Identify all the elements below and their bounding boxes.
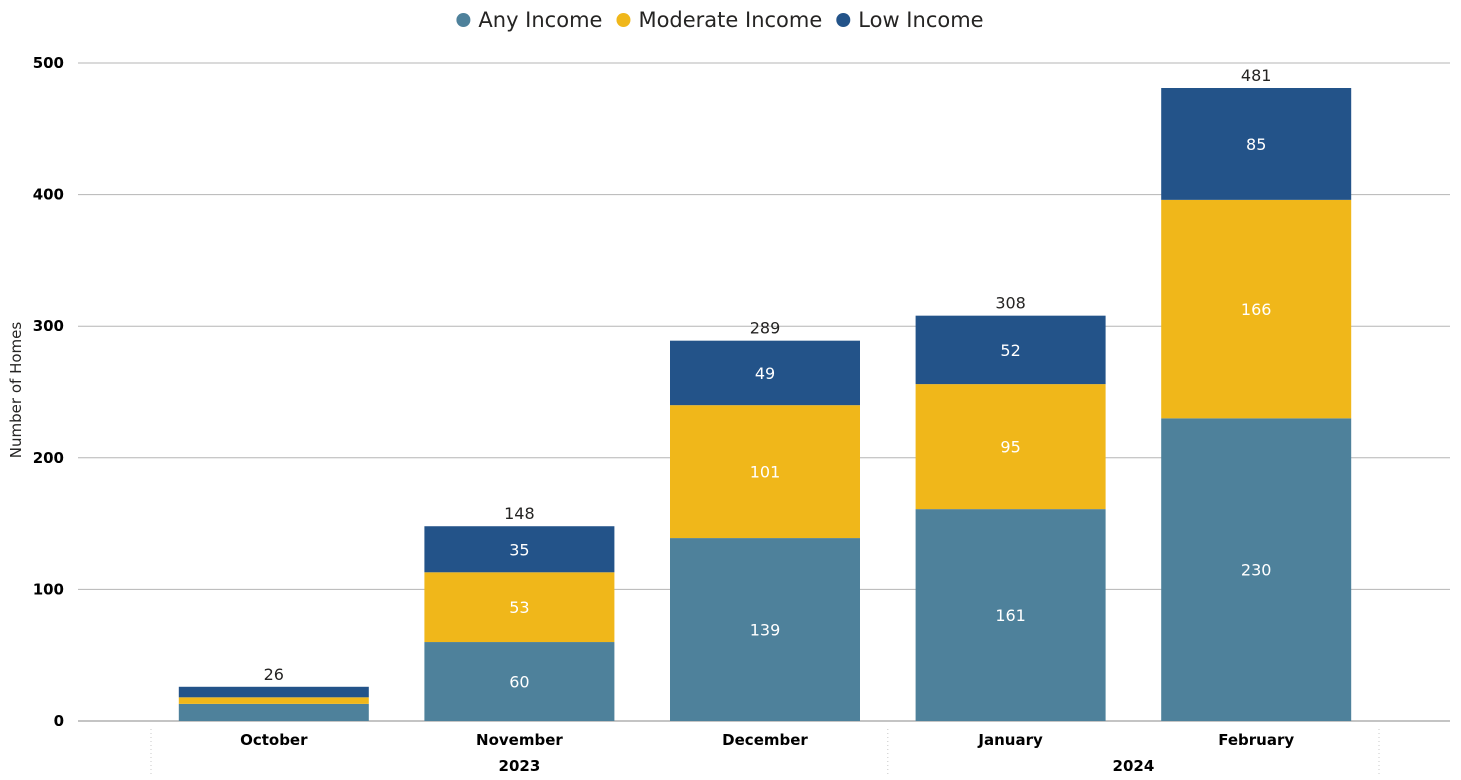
bar-stack-december[interactable]: 139 101 49 289 <box>670 319 860 721</box>
bar-stack-november[interactable]: 60 53 35 148 <box>424 504 615 721</box>
legend-item-any-income[interactable]: Any Income <box>456 8 602 32</box>
total-label-january: 308 <box>995 294 1026 313</box>
bar-low-income-december[interactable] <box>670 340 860 406</box>
total-label-december: 289 <box>750 319 781 338</box>
legend[interactable]: Any Income Moderate Income Low Income <box>456 8 984 32</box>
legend-item-moderate-income[interactable]: Moderate Income <box>616 8 822 32</box>
x-tick-label: January <box>977 731 1043 749</box>
data-label-any-income: 139 <box>750 621 781 640</box>
data-label-moderate-income: 101 <box>750 463 781 482</box>
legend-label: Low Income <box>858 8 983 32</box>
y-tick-label: 400 <box>33 186 64 204</box>
data-label-any-income: 230 <box>1241 561 1272 580</box>
bar-moderate-income-december[interactable] <box>670 405 860 539</box>
bar-moderate-income-february[interactable] <box>1161 199 1352 419</box>
y-tick-label: 200 <box>33 449 64 467</box>
data-label-low-income: 85 <box>1246 135 1266 154</box>
bar-low-income-january[interactable] <box>915 315 1106 385</box>
y-tick-label: 0 <box>54 712 64 730</box>
legend-marker <box>836 13 851 27</box>
y-tick-label: 500 <box>33 54 64 72</box>
legend-item-low-income[interactable]: Low Income <box>836 8 984 32</box>
data-label-low-income: 35 <box>509 540 529 559</box>
legend-marker <box>456 13 471 27</box>
y-tick-label: 300 <box>33 317 64 335</box>
data-label-moderate-income: 95 <box>1000 438 1020 457</box>
legend-marker <box>616 13 631 27</box>
bar-low-income-february[interactable] <box>1161 88 1352 200</box>
bar-any-income-december[interactable] <box>670 538 860 721</box>
x-group-label: 2023 <box>499 757 541 775</box>
bars: 26 60 53 35 148 139 101 49 289 161 95 52 308 230 166 85… <box>178 66 1352 721</box>
x-axis: October November December January February 20… <box>150 729 1380 776</box>
bar-any-income-november[interactable] <box>424 642 615 721</box>
data-label-low-income: 52 <box>1000 341 1020 360</box>
legend-label: Moderate Income <box>638 8 822 32</box>
bar-moderate-income-november[interactable] <box>424 572 615 643</box>
total-label-november: 148 <box>504 504 535 523</box>
legend-label: Any Income <box>478 8 602 32</box>
x-group-label: 2024 <box>1113 757 1155 775</box>
data-label-moderate-income: 53 <box>509 598 529 617</box>
y-axis-ticks: 0 100 200 300 400 500 <box>33 54 64 730</box>
y-tick-label: 100 <box>33 580 64 598</box>
data-label-any-income: 60 <box>509 673 529 692</box>
bar-any-income-february[interactable] <box>1161 418 1352 721</box>
x-tick-label: October <box>240 731 308 749</box>
y-axis-label: Number of Homes <box>7 322 25 459</box>
bar-low-income-october[interactable] <box>178 686 369 698</box>
bar-any-income-october[interactable] <box>178 703 369 721</box>
bar-low-income-november[interactable] <box>424 526 615 573</box>
x-tick-label: November <box>476 731 563 749</box>
x-tick-label: December <box>722 731 808 749</box>
data-label-low-income: 49 <box>755 364 775 383</box>
bar-stack-october[interactable]: 26 <box>178 665 369 721</box>
bar-any-income-january[interactable] <box>915 509 1106 721</box>
bar-stack-february[interactable]: 230 166 85 481 <box>1161 66 1352 721</box>
total-label-february: 481 <box>1241 66 1272 85</box>
x-tick-label: February <box>1218 731 1294 749</box>
bar-moderate-income-january[interactable] <box>915 384 1106 510</box>
data-label-moderate-income: 166 <box>1241 300 1272 319</box>
total-label-october: 26 <box>264 665 284 684</box>
bar-moderate-income-october[interactable] <box>178 697 369 704</box>
bar-stack-january[interactable]: 161 95 52 308 <box>915 294 1106 721</box>
data-label-any-income: 161 <box>995 606 1026 625</box>
